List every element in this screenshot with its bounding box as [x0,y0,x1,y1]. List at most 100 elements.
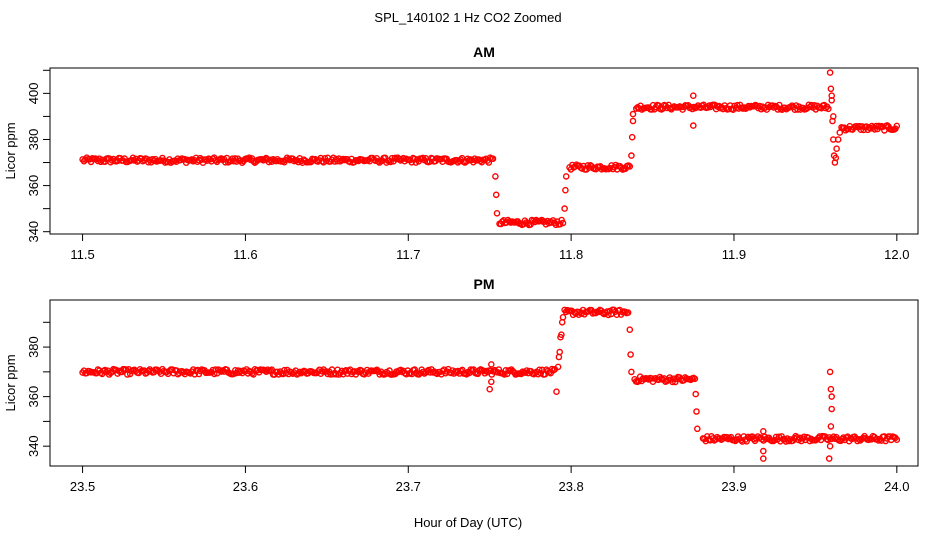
data-point [338,367,346,375]
data-point [690,122,697,129]
data-point [629,110,637,118]
data-point [825,105,832,113]
data-point [825,455,833,462]
data-point [628,133,636,141]
data-point [828,393,836,400]
y-axis-label: Licor ppm [3,354,18,411]
data-point [562,173,570,180]
y-axis-label: Licor ppm [3,122,18,179]
data-point [387,158,395,166]
x-tick-label: 23.9 [721,479,746,494]
y-tick-label: 360 [26,175,41,197]
data-point [828,405,836,413]
data-point [212,366,219,373]
data-point [558,331,565,339]
data-point [561,205,568,212]
data-point [628,152,635,159]
x-tick-label: 12.0 [884,247,909,262]
panel-title: PM [474,276,495,292]
data-point [893,436,901,444]
data-point [474,370,482,378]
data-point [760,447,767,455]
data-point [624,309,632,316]
data-point [826,442,834,450]
data-point [493,209,501,217]
data-point [893,122,901,130]
x-tick-label: 11.5 [70,247,94,262]
data-point [395,155,403,163]
figure-title: SPL_140102 1 Hz CO2 Zoomed [374,10,561,25]
y-tick-label: 380 [26,336,41,358]
data-point [760,427,767,435]
data-point [875,437,882,444]
data-point [629,117,637,125]
data-point [622,308,629,316]
panels: AM Licor ppm 11.5 11.6 11.7 11.8 11.9 12.0 340 36… [3,44,919,494]
data-point [760,455,767,462]
y-tick-label: 340 [26,221,41,243]
y-tick-label: 360 [26,386,41,408]
data-point [168,366,176,373]
data-point [628,368,635,376]
data-point [554,363,562,371]
data-point [832,154,840,162]
data-point [492,191,500,199]
x-tick-label: 11.9 [722,247,746,262]
panel-title: AM [473,44,495,60]
data-point [562,186,569,194]
y-tick-label: 380 [26,129,41,151]
data-point [834,136,842,143]
data-point [822,104,829,112]
data-point [826,368,834,376]
data-point [858,123,866,130]
data-point [871,126,879,133]
data-point [391,154,399,162]
data-point [693,408,700,415]
x-axis-label: Hour of Day (UTC) [414,515,522,530]
data-point [665,101,672,109]
x-tick-label: 23.6 [233,479,258,494]
x-tick-label: 11.6 [233,247,257,262]
x-tick-label: 11.7 [396,247,420,262]
data-point [177,156,184,164]
data-point [690,92,697,99]
x-tick-label: 23.5 [70,479,95,494]
panel-am: AM Licor ppm 11.5 11.6 11.7 11.8 11.9 12.0 340 36… [3,44,919,262]
data-point [613,311,621,319]
data-point [559,313,567,321]
data-point [492,173,499,180]
x-tick-label: 11.8 [559,247,583,262]
data-point [626,326,634,334]
data-point [669,378,676,386]
data-point [694,425,701,433]
data-point [692,390,700,398]
y-tick-label: 400 [26,83,41,105]
data-point [627,351,634,358]
data-point [829,117,836,125]
data-point [626,163,634,170]
data-point [250,157,257,165]
data-point [726,102,734,109]
data-point [346,158,354,166]
plot-frame [49,299,919,467]
data-point [489,155,497,162]
data-point [486,385,494,393]
data-point [411,366,419,373]
data-point [464,155,472,163]
data-point [202,156,210,163]
data-point [826,69,834,76]
data-series [79,306,901,462]
data-point [725,105,733,113]
data-series [79,69,901,229]
data-point [875,122,883,130]
x-tick-label: 23.8 [558,479,583,494]
panel-pm: PM Licor ppm 23.5 23.6 23.7 23.8 23.9 24.0 340 36… [3,276,919,494]
data-point [264,366,271,374]
data-point [833,145,840,152]
data-point [836,129,844,136]
data-point [785,437,793,445]
data-point [212,156,219,164]
data-point [796,434,804,442]
